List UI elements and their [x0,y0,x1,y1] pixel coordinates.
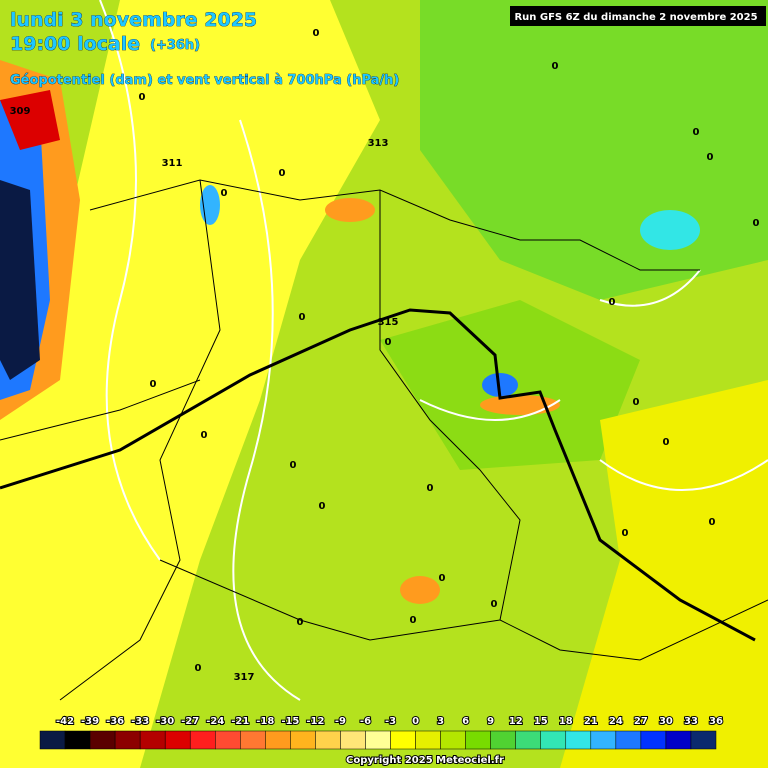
legend-swatch [690,730,717,750]
contour-label: 311 [162,158,183,169]
contour-label: 0 [385,337,392,348]
legend-label: 12 [509,716,523,727]
legend-label: -42 [56,716,74,727]
contour-label: 315 [378,317,399,328]
legend-swatch [315,730,341,750]
legend-swatch [565,730,592,750]
legend-label: 15 [534,716,548,727]
contour-label: 0 [221,188,228,199]
contour-label: 0 [279,168,286,179]
copyright: Copyright 2025 Meteociel.fr [346,755,504,766]
legend: -42 -39 -36 -33 -30 -27 -24 -21 -18 -15 -12 -9 -6 -3 0… [39,715,724,750]
contour-label: 317 [234,672,255,683]
contour-label: 0 [633,397,640,408]
contour-labels: 0 0 0 0 0 0 0 0 0 0 0 0 0 0 0 0 0 0 0 0 0 0 0 0 0 309 311 313 315 317 [10,28,760,683]
contour-label: 0 [693,127,700,138]
legend-swatch [290,730,316,750]
legend-swatch [465,730,491,750]
legend-swatch [64,730,91,750]
contour-label: 0 [139,92,146,103]
legend-label: -3 [385,716,396,727]
contour-label: 0 [753,218,760,229]
legend-swatch [665,730,692,750]
legend-label: -24 [206,716,224,727]
field-name: Géopotentiel (dam) et vent vertical à 70… [10,73,399,88]
date: lundi 3 novembre 2025 [10,9,257,31]
isohypse [0,308,756,642]
contour-label: 313 [368,138,389,149]
legend-swatch [515,730,541,750]
contour-label: 0 [609,297,616,308]
run-info: Run GFS 6Z du dimanche 2 novembre 2025 [514,12,757,23]
legend-swatch [390,730,416,750]
borders [0,179,768,701]
legend-label: 0 [412,716,419,727]
legend-swatch [265,730,291,750]
legend-label: -27 [181,716,199,727]
contour-label: 0 [491,599,498,610]
legend-swatch [440,730,466,750]
legend-label: 18 [559,716,573,727]
legend-swatch [490,730,516,750]
contour-label: 0 [552,61,559,72]
legend-label: -9 [335,716,346,727]
legend-swatch [640,730,667,750]
legend-swatch [240,730,266,750]
contour-label: 0 [319,501,326,512]
contour-label: 0 [439,573,446,584]
legend-swatch [164,730,191,750]
legend-swatch [139,730,166,750]
contour-label: 0 [427,483,434,494]
legend-swatch [39,730,66,750]
lead-time: (+36h) [150,38,200,53]
legend-swatch [365,730,391,750]
legend-swatch [114,730,141,750]
contour-label: 0 [299,312,306,323]
legend-swatch [189,730,216,750]
contour-label: 0 [195,663,202,674]
legend-label: 36 [709,716,723,727]
legend-label: -33 [131,716,149,727]
legend-label: -6 [360,716,371,727]
legend-label: -12 [306,716,324,727]
legend-swatch [215,730,241,750]
contour-label: 0 [201,430,208,441]
legend-swatch [615,730,642,750]
contour-label: 0 [410,615,417,626]
contour-label: 0 [290,460,297,471]
legend-label: -36 [106,716,124,727]
contour-label: 0 [297,617,304,628]
legend-swatch [89,730,116,750]
legend-swatch [590,730,617,750]
legend-label: -30 [156,716,174,727]
legend-label: -39 [81,716,99,727]
legend-label: 33 [684,716,698,727]
legend-swatch [340,730,366,750]
legend-label: 6 [462,716,469,727]
contour-label: 309 [10,106,31,117]
run-box [510,6,766,26]
legend-label: -15 [281,716,299,727]
legend-label: 30 [659,716,673,727]
legend-swatch [540,730,567,750]
legend-label: -21 [231,716,249,727]
time: 19:00 locale [10,33,140,55]
contour-label: 0 [150,379,157,390]
legend-label: 9 [487,716,494,727]
legend-label: 21 [584,716,598,727]
contour-label: 0 [709,517,716,528]
contour-label: 0 [622,528,629,539]
legend-label: 3 [437,716,444,727]
contour-label: 0 [707,152,714,163]
contour-label: 0 [663,437,670,448]
contour-label: 0 [313,28,320,39]
legend-label: -18 [256,716,274,727]
legend-label: 24 [609,716,623,727]
legend-label: 27 [634,716,648,727]
legend-swatch [415,730,441,750]
